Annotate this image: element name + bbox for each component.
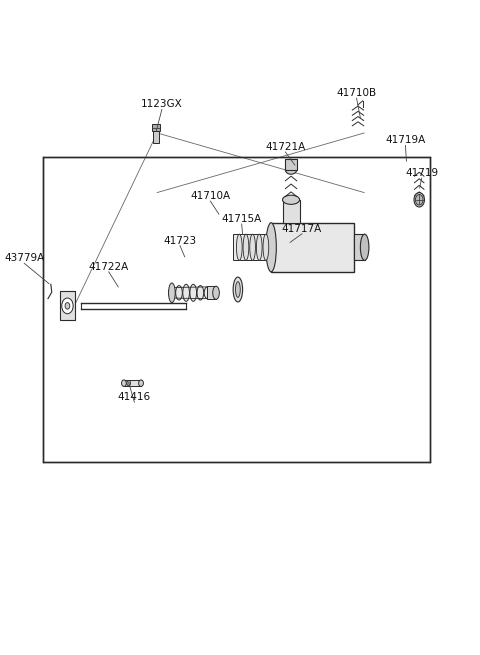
Ellipse shape [176,286,182,300]
Text: 43779A: 43779A [4,253,44,263]
Text: 41717A: 41717A [282,224,322,234]
Ellipse shape [360,234,369,261]
Text: 1123GX: 1123GX [141,100,183,109]
Ellipse shape [236,282,240,297]
Ellipse shape [121,380,126,386]
Ellipse shape [266,223,276,272]
FancyBboxPatch shape [124,380,141,386]
FancyBboxPatch shape [285,159,297,170]
Ellipse shape [168,288,175,298]
Text: 41723: 41723 [163,236,196,246]
FancyBboxPatch shape [154,131,159,143]
Ellipse shape [237,234,242,261]
Text: 41721A: 41721A [265,142,305,152]
FancyBboxPatch shape [354,234,365,261]
Circle shape [62,298,73,314]
Circle shape [65,303,70,309]
Ellipse shape [183,284,190,301]
Ellipse shape [197,286,204,300]
Circle shape [415,195,423,205]
Ellipse shape [233,277,242,302]
Ellipse shape [285,165,297,174]
Ellipse shape [204,287,211,299]
Ellipse shape [283,195,300,204]
FancyBboxPatch shape [152,124,160,131]
Ellipse shape [256,234,262,261]
Text: 41719A: 41719A [385,136,426,145]
Text: 41715A: 41715A [222,214,262,224]
Text: 41416: 41416 [118,392,151,402]
FancyBboxPatch shape [283,200,300,223]
Ellipse shape [250,234,255,261]
Text: 41719: 41719 [405,168,438,178]
Text: 41710B: 41710B [336,88,377,98]
Ellipse shape [168,283,175,303]
FancyBboxPatch shape [207,286,216,299]
Circle shape [127,381,131,386]
Ellipse shape [414,193,424,207]
Ellipse shape [139,380,144,386]
Ellipse shape [213,286,219,299]
FancyBboxPatch shape [233,234,271,261]
Text: 41722A: 41722A [89,262,129,272]
Ellipse shape [243,234,249,261]
Text: 41710A: 41710A [190,191,230,201]
Ellipse shape [263,234,269,261]
Ellipse shape [190,284,197,301]
FancyBboxPatch shape [43,157,430,462]
FancyBboxPatch shape [60,291,75,320]
FancyBboxPatch shape [271,223,354,272]
